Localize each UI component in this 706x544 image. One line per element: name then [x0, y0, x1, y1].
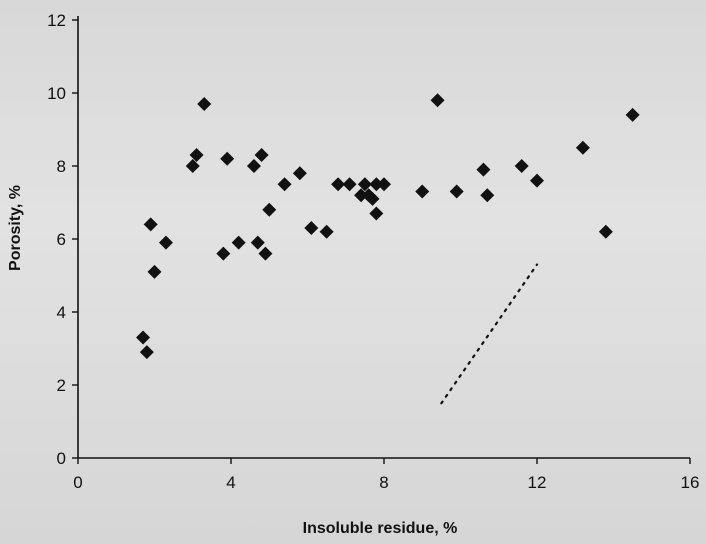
data-point: [277, 177, 292, 192]
data-point: [377, 177, 391, 192]
x-tick-label: 16: [681, 473, 700, 492]
data-point: [220, 151, 235, 166]
data-point: [304, 221, 319, 236]
data-point: [625, 107, 640, 122]
data-point: [136, 330, 151, 345]
data-point: [139, 345, 154, 360]
data-point: [331, 177, 346, 192]
data-point: [319, 224, 334, 239]
x-tick-label: 0: [73, 473, 82, 492]
chart-axes: [72, 16, 691, 464]
y-tick-label: 4: [57, 303, 66, 322]
x-tick-label: 4: [226, 473, 235, 492]
data-points: [136, 93, 640, 360]
data-point: [476, 162, 491, 177]
data-point: [369, 177, 384, 192]
tick-labels: 0 4 8 12 16 0 2 4 6 8 10 12: [47, 11, 699, 492]
y-tick-label: 12: [47, 11, 66, 30]
data-point: [415, 184, 430, 199]
x-axis-title: Insoluble residue, %: [303, 520, 458, 537]
trend-line-group: [440, 263, 539, 405]
data-point: [158, 235, 173, 250]
data-point: [185, 159, 200, 173]
data-point: [449, 184, 464, 199]
y-tick-label: 6: [57, 230, 66, 249]
y-tick-label: 2: [57, 376, 66, 395]
data-point: [254, 148, 269, 163]
data-point: [342, 177, 357, 192]
y-tick-label: 8: [57, 157, 66, 176]
data-point: [216, 246, 231, 261]
data-point: [357, 177, 372, 192]
y-tick-label: 10: [47, 84, 66, 103]
data-point: [598, 224, 613, 239]
x-tick-label: 12: [528, 473, 547, 492]
data-point: [430, 93, 445, 108]
data-point: [231, 235, 246, 250]
data-point: [480, 188, 495, 203]
data-point: [369, 206, 384, 221]
data-point: [575, 140, 590, 155]
y-tick-label: 0: [57, 449, 66, 468]
data-point: [262, 202, 277, 217]
data-point: [292, 166, 307, 181]
data-point: [258, 246, 273, 261]
x-tick-label: 8: [379, 473, 388, 492]
data-point: [143, 217, 158, 232]
data-point: [246, 159, 261, 173]
data-point: [365, 191, 380, 206]
data-point: [250, 235, 265, 250]
data-point: [197, 96, 212, 111]
trend-line: [440, 263, 539, 405]
y-axis-title: Porosity, %: [7, 185, 24, 271]
data-point: [354, 188, 369, 203]
data-point: [147, 264, 162, 279]
data-point: [514, 159, 529, 173]
data-point: [189, 148, 204, 163]
data-point: [530, 173, 544, 188]
